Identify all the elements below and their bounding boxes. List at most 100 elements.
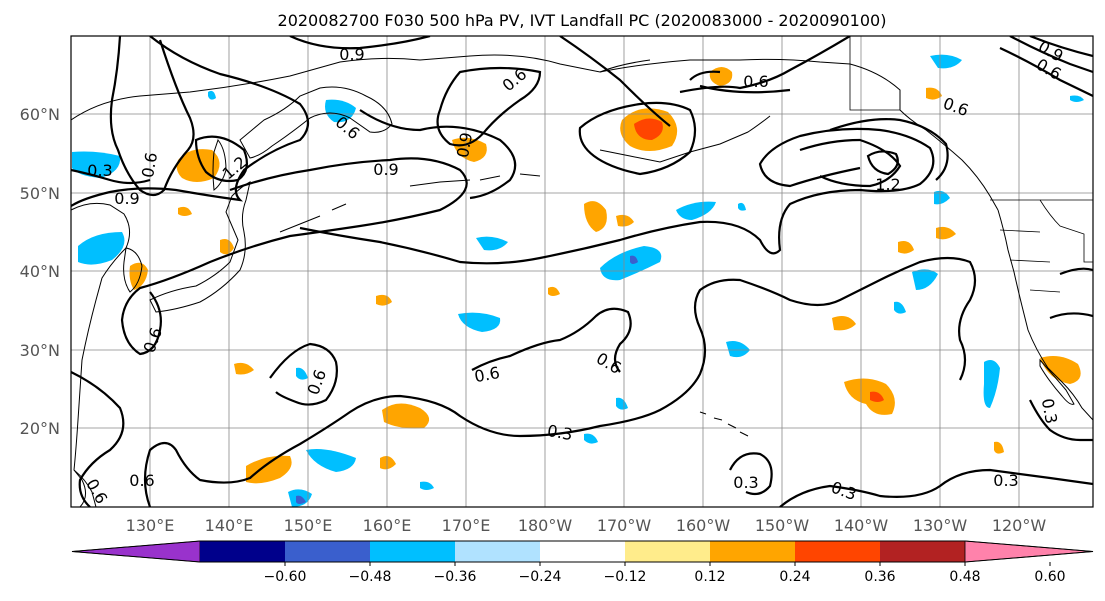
colorbar-tick-label: 0.48 [949, 569, 980, 585]
contour-label: 0.3 [546, 421, 574, 444]
pv-contours [71, 36, 1093, 507]
aleutian-islands [279, 173, 541, 233]
positive-anomaly [1040, 356, 1081, 384]
lon-label: 160°W [676, 516, 731, 535]
contour-line [1049, 267, 1093, 320]
positive-anomaly [616, 214, 634, 227]
positive-anomaly [380, 456, 396, 470]
contour-label: 0.6 [473, 363, 501, 386]
colorbar-tick-label: 0.24 [779, 569, 810, 585]
positive-anomaly [246, 455, 292, 484]
contour-line [71, 371, 125, 507]
colorbar-tick-label: −0.36 [434, 569, 477, 585]
lon-label: 130°W [913, 516, 968, 535]
contour-label: 1.2 [875, 175, 900, 194]
colorbar-segment [540, 541, 625, 562]
contour-line [799, 138, 902, 188]
colorbar-segment [455, 541, 540, 562]
contour-line [109, 36, 195, 197]
colorbar-extension-min [71, 540, 201, 563]
contour-line [679, 36, 851, 94]
colorbar-segment [285, 541, 370, 562]
positive-anomaly [926, 87, 942, 100]
gridlines [71, 36, 1093, 507]
negative-anomaly [912, 269, 938, 290]
lon-label: 180°W [518, 516, 573, 535]
map-panel: 0.9 0.6 0.6 0.9 0.6 0.3 0.6 0.9 0.9 1.2 … [71, 36, 1093, 507]
positive-anomaly [548, 286, 560, 296]
coastlines [71, 54, 1093, 507]
positive-anomaly [452, 137, 487, 162]
negative-anomaly [676, 201, 716, 220]
siberia-coastline [71, 54, 651, 121]
contour-line [299, 127, 935, 265]
colorbar-segment [370, 541, 455, 562]
shaded-ivt-field [72, 54, 1084, 507]
contour-line [269, 342, 338, 406]
negative-anomaly [616, 397, 628, 410]
lon-label: 120°W [992, 516, 1047, 535]
positive-anomaly [634, 118, 663, 140]
contour-label: 0.3 [733, 473, 758, 492]
colorbar-tick-label: −0.24 [519, 569, 562, 585]
lon-label: 150°W [755, 516, 810, 535]
colorbar-segment [625, 541, 710, 562]
contour-label: 0.9 [373, 160, 398, 179]
contour-line [559, 36, 671, 127]
contour-line [689, 70, 791, 94]
alaska-peninsula [599, 115, 771, 163]
negative-anomaly [894, 301, 906, 314]
colorbar-tick-label: −0.12 [604, 569, 647, 585]
lon-label: 150°E [284, 516, 333, 535]
positive-anomaly [234, 362, 254, 375]
lat-label: 30°N [20, 341, 60, 360]
positive-anomaly [870, 391, 884, 402]
north-america-west-coast [997, 209, 1093, 421]
hawaiian-islands [699, 411, 749, 437]
contour-line [829, 118, 949, 181]
colorbar-tick-label: −0.60 [264, 569, 307, 585]
positive-anomaly [994, 441, 1004, 454]
contour-label: 0.6 [743, 72, 768, 91]
contour-label: 0.9 [339, 45, 364, 64]
contour-line [120, 157, 468, 356]
lon-label: 160°E [363, 516, 412, 535]
negative-anomaly [325, 99, 356, 123]
negative-anomaly [934, 190, 950, 205]
lat-label: 50°N [20, 184, 60, 203]
contour-line [578, 101, 697, 176]
positive-anomaly [382, 403, 430, 429]
kamchatka-coastline [239, 86, 393, 159]
negative-anomaly [630, 255, 638, 264]
colorbar-tick-label: 0.60 [1034, 569, 1065, 585]
lon-label: 140°W [834, 516, 889, 535]
contour-line [999, 47, 1093, 97]
contour-line [729, 452, 773, 496]
contour-label: 0.3 [87, 161, 112, 180]
figure-title: 2020082700 F030 500 hPa PV, IVT Landfall… [278, 11, 887, 30]
negative-anomaly [726, 341, 750, 358]
contour-line [71, 168, 151, 185]
baja-california [1039, 358, 1075, 405]
positive-anomaly [584, 201, 607, 232]
contour-line [71, 36, 310, 207]
negative-anomaly [296, 367, 308, 380]
negative-anomaly [420, 481, 434, 490]
asia-coastline [71, 202, 130, 507]
positive-anomaly [832, 316, 856, 331]
negative-anomaly [296, 495, 306, 504]
lon-label: 140°E [205, 516, 254, 535]
positive-anomaly [844, 378, 895, 415]
contour-line [436, 66, 542, 147]
negative-anomaly [306, 449, 356, 472]
positive-anomaly [129, 262, 148, 290]
positive-anomaly [220, 239, 234, 255]
longitude-labels: 130°E 140°E 150°E 160°E 170°E 180°W 170°… [126, 516, 1047, 535]
colorbar-tick-label: 0.36 [864, 569, 895, 585]
korea-coastline [123, 247, 143, 293]
contour-label: 0.6 [138, 151, 161, 179]
contour-line [143, 256, 977, 507]
contour-line [471, 307, 632, 373]
colorbar-segment [200, 541, 285, 562]
contour-line [194, 135, 249, 183]
